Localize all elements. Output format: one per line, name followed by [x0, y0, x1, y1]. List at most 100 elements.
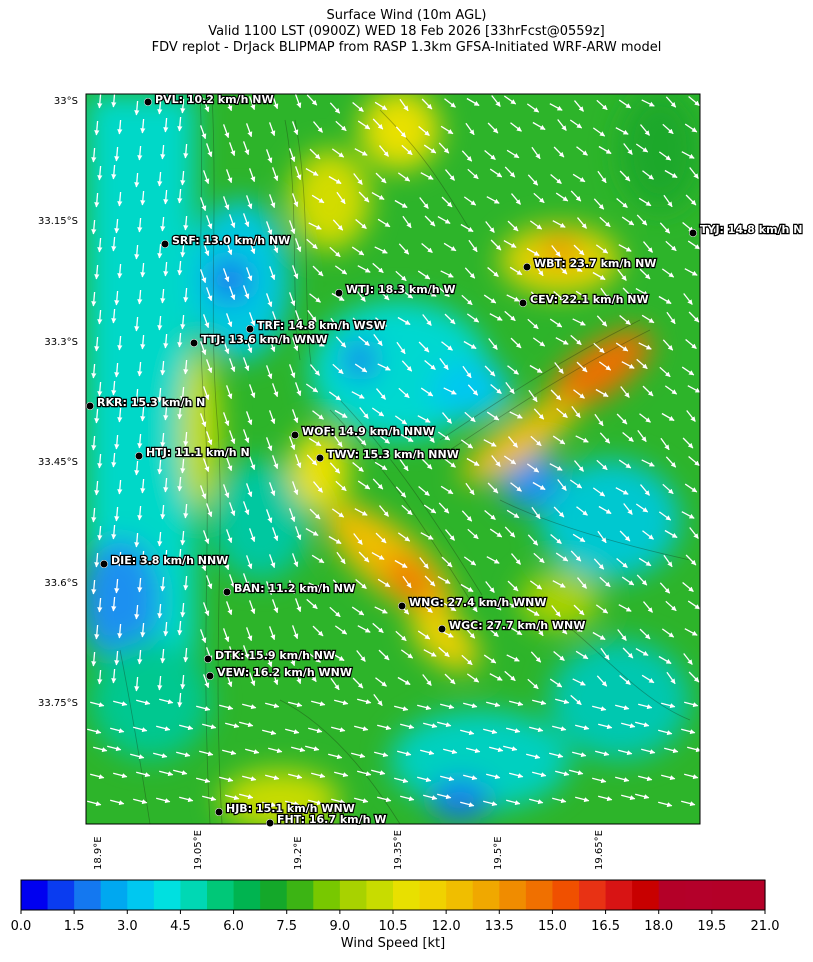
wind-arrow — [526, 607, 540, 617]
wind-arrow — [532, 699, 547, 706]
wind-arrow — [594, 413, 604, 427]
wind-arrow — [577, 577, 587, 589]
wind-arrow — [242, 213, 250, 228]
wind-arrow — [378, 289, 390, 301]
wind-arrow — [592, 127, 606, 137]
wind-arrow — [592, 777, 607, 784]
lon-tick: 19.2°E — [293, 836, 304, 870]
wind-arrow — [225, 385, 233, 400]
wind-arrow — [202, 386, 210, 401]
wind-arrow — [444, 98, 456, 108]
wind-arrow — [248, 240, 256, 255]
wind-arrow — [228, 286, 236, 301]
colorbar-segment — [658, 880, 686, 910]
wind-arrow — [527, 318, 539, 330]
colorbar-segment — [711, 880, 740, 910]
wind-arrow — [228, 358, 236, 373]
wind-arrow — [556, 408, 568, 418]
wind-arrow — [328, 391, 342, 401]
wind-arrow — [550, 389, 562, 401]
wind-arrow — [202, 723, 217, 730]
wind-arrow — [531, 146, 541, 160]
wind-arrow — [553, 651, 565, 661]
wind-arrow — [97, 453, 103, 469]
wind-arrow — [111, 380, 117, 396]
wind-arrow — [180, 242, 186, 258]
colorbar — [21, 880, 766, 910]
wind-arrow — [91, 363, 97, 379]
wind-arrow — [504, 526, 516, 538]
wind-arrow — [509, 700, 524, 707]
wind-arrow — [489, 528, 503, 538]
wind-arrow — [549, 103, 563, 111]
wind-arrow — [225, 457, 233, 472]
wind-arrow — [354, 148, 368, 156]
wind-arrow — [487, 482, 499, 494]
wind-arrow — [635, 503, 649, 513]
wind-arrow — [534, 623, 544, 637]
wind-arrow — [114, 434, 120, 450]
wind-arrow — [199, 750, 214, 757]
wind-arrow — [271, 383, 279, 398]
wind-arrow — [160, 144, 166, 160]
wind-arrow — [486, 411, 500, 421]
station-label: DIE: 3.8 km/h NNW — [111, 554, 228, 567]
wind-arrow — [312, 265, 324, 277]
wind-arrow — [372, 118, 384, 130]
wind-arrow — [444, 458, 456, 468]
wind-arrow — [219, 776, 234, 783]
wind-arrow — [642, 530, 654, 540]
wind-arrow — [351, 606, 365, 616]
wind-arrow — [94, 336, 100, 352]
wind-arrow — [553, 506, 565, 518]
wind-arrow — [306, 94, 318, 106]
wind-arrow — [486, 556, 500, 564]
wind-arrow — [437, 216, 451, 224]
wind-arrow — [681, 511, 695, 519]
wind-arrow — [557, 479, 567, 491]
wind-arrow — [219, 704, 234, 711]
wind-arrow — [570, 694, 582, 706]
wind-arrow — [291, 121, 299, 136]
wind-arrow — [107, 745, 122, 752]
wind-arrow — [394, 559, 408, 569]
wind-arrow — [491, 455, 501, 467]
wind-arrow — [248, 96, 256, 111]
wind-arrow — [332, 579, 344, 591]
wind-arrow — [228, 430, 236, 445]
wind-arrow — [335, 480, 347, 492]
wind-arrow — [329, 246, 341, 258]
wind-arrow — [288, 701, 303, 708]
wind-arrow — [262, 729, 277, 736]
wind-arrow — [353, 173, 363, 185]
wind-arrow — [504, 310, 516, 322]
wind-arrow — [395, 486, 407, 498]
wind-arrow — [555, 552, 569, 562]
wind-arrow — [463, 556, 477, 566]
wind-arrow — [503, 745, 518, 752]
wind-arrow — [111, 596, 117, 612]
wind-arrow — [157, 387, 163, 403]
wind-arrow — [153, 752, 168, 759]
station-marker — [135, 452, 143, 460]
wind-arrow — [638, 703, 653, 710]
wind-arrow — [440, 703, 455, 710]
wind-arrow — [308, 582, 322, 590]
wind-arrow — [488, 338, 498, 350]
wind-arrow — [378, 434, 390, 444]
wind-arrow — [294, 526, 302, 541]
wind-arrow — [374, 246, 388, 254]
wind-arrow — [643, 241, 653, 253]
wind-arrow — [199, 125, 207, 140]
wind-arrow — [552, 797, 567, 804]
wind-arrow — [357, 770, 372, 777]
wind-arrow — [180, 602, 186, 618]
colorbar-tick-label: 0.0 — [10, 919, 32, 934]
wind-arrow — [575, 724, 590, 731]
wind-arrow — [575, 435, 589, 443]
station-marker — [246, 325, 254, 333]
wind-arrow — [529, 580, 543, 590]
wind-arrow — [163, 333, 169, 349]
colorbar-segment — [738, 880, 766, 910]
wind-arrow — [305, 745, 320, 752]
